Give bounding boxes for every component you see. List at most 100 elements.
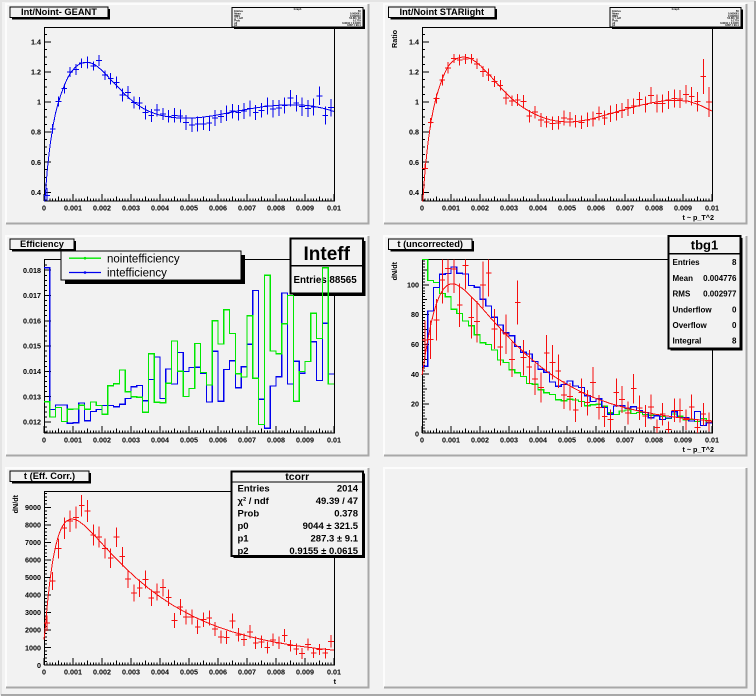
svg-text:9000: 9000	[25, 503, 41, 512]
svg-text:Mean: Mean	[612, 11, 619, 15]
svg-text:1.2: 1.2	[31, 68, 41, 77]
svg-text:0.002: 0.002	[93, 436, 111, 445]
svg-text:8000: 8000	[25, 520, 41, 529]
svg-text:50: 50	[736, 9, 739, 13]
svg-text:0.006: 0.006	[587, 204, 605, 213]
svg-text:0.009: 0.009	[296, 668, 314, 677]
svg-text:0.01: 0.01	[327, 668, 341, 677]
svg-text:6000: 6000	[25, 556, 41, 565]
svg-text:0.01: 0.01	[327, 204, 341, 213]
svg-text:t (uncorrected): t (uncorrected)	[397, 239, 463, 249]
svg-text:0.004: 0.004	[151, 204, 169, 213]
svg-text:0.8: 0.8	[409, 128, 419, 137]
svg-text:0.012: 0.012	[23, 418, 41, 427]
svg-text:0.006: 0.006	[209, 668, 227, 677]
svg-text:0.007: 0.007	[616, 204, 634, 213]
svg-text:0.1779: 0.1779	[353, 19, 361, 23]
svg-text:4000: 4000	[25, 591, 41, 600]
svg-text:0.015: 0.015	[23, 342, 41, 351]
svg-text:0.01: 0.01	[327, 436, 341, 445]
svg-text:0.005061: 0.005061	[728, 11, 739, 15]
svg-text:0.007: 0.007	[238, 668, 256, 677]
svg-text:0: 0	[42, 436, 46, 445]
svg-text:Inteff: Inteff	[304, 244, 351, 265]
svg-text:40: 40	[411, 370, 419, 379]
svg-text:Mean: Mean	[234, 11, 241, 15]
svg-text:0.018: 0.018	[23, 266, 41, 275]
svg-text:0.9155 ± 0.0615: 0.9155 ± 0.0615	[289, 546, 358, 557]
svg-text:t ~ p_T^2: t ~ p_T^2	[682, 445, 714, 454]
svg-text:Graph: Graph	[294, 7, 302, 11]
svg-text:0.013: 0.013	[23, 392, 41, 401]
svg-text:0.002: 0.002	[93, 204, 111, 213]
svg-text:0.009: 0.009	[296, 204, 314, 213]
svg-text:0.9155 ± 0.0615: 0.9155 ± 0.0615	[720, 26, 739, 30]
svg-text:Overflow: Overflow	[673, 321, 708, 330]
svg-text:dN/dt: dN/dt	[390, 261, 399, 280]
svg-text:0.002977: 0.002977	[703, 290, 737, 299]
svg-text:1000: 1000	[25, 643, 41, 652]
svg-text:7000: 7000	[25, 538, 41, 547]
svg-text:0: 0	[42, 204, 46, 213]
svg-text:8: 8	[732, 258, 737, 267]
svg-text:p2: p2	[234, 26, 238, 30]
svg-text:χ² / ndf: χ² / ndf	[234, 16, 243, 20]
svg-text:0.003: 0.003	[500, 204, 518, 213]
svg-text:0.9155 ± 0.0615: 0.9155 ± 0.0615	[342, 26, 361, 30]
svg-text:0.007: 0.007	[238, 204, 256, 213]
svg-text:0.004: 0.004	[151, 436, 169, 445]
svg-text:1287 ± 93.1: 1287 ± 93.1	[347, 23, 361, 27]
svg-text:0.008: 0.008	[267, 436, 285, 445]
svg-text:Mean: Mean	[673, 274, 694, 283]
svg-text:0.016: 0.016	[23, 316, 41, 325]
svg-text:p2: p2	[612, 26, 616, 30]
svg-text:0.005: 0.005	[558, 204, 576, 213]
svg-text:0.008: 0.008	[645, 436, 663, 445]
svg-text:Prob: Prob	[238, 509, 260, 520]
svg-text:0.378: 0.378	[334, 509, 358, 520]
svg-text:t ~ p_T^2: t ~ p_T^2	[682, 213, 714, 222]
svg-text:0.001: 0.001	[64, 668, 82, 677]
svg-text:287.3 ± 9.1: 287.3 ± 9.1	[311, 534, 359, 545]
svg-text:p1: p1	[612, 23, 616, 27]
svg-text:0.004: 0.004	[151, 668, 169, 677]
svg-text:Int/Noint- GEANT: Int/Noint- GEANT	[21, 7, 97, 17]
svg-text:χ² / ndf: χ² / ndf	[238, 496, 270, 507]
svg-text:nointefficiency: nointefficiency	[107, 253, 180, 265]
svg-text:2000: 2000	[25, 626, 41, 635]
svg-text:0.002: 0.002	[93, 668, 111, 677]
svg-text:0.017: 0.017	[23, 291, 41, 300]
svg-text:0.004: 0.004	[529, 436, 547, 445]
svg-text:50: 50	[358, 9, 361, 13]
svg-text:0.002610: 0.002610	[350, 14, 361, 18]
svg-text:0.002: 0.002	[471, 436, 489, 445]
svg-text:80: 80	[411, 310, 419, 319]
svg-text:20: 20	[411, 400, 419, 409]
svg-text:0.008: 0.008	[267, 204, 285, 213]
svg-text:49.39 / 47: 49.39 / 47	[316, 496, 358, 507]
svg-text:0.01: 0.01	[705, 436, 719, 445]
svg-text:9044 ± 321.5: 9044 ± 321.5	[303, 521, 359, 532]
svg-text:0.001: 0.001	[64, 436, 82, 445]
svg-text:0: 0	[415, 429, 419, 438]
svg-text:Entries: Entries	[612, 9, 621, 13]
svg-text:0: 0	[732, 321, 737, 330]
svg-text:0.006: 0.006	[209, 436, 227, 445]
svg-text:0.1779: 0.1779	[731, 19, 739, 23]
svg-text:0.007: 0.007	[238, 436, 256, 445]
svg-text:0: 0	[420, 436, 424, 445]
svg-text:Entries: Entries	[238, 484, 270, 495]
svg-text:0.6: 0.6	[31, 158, 41, 167]
svg-text:0.003: 0.003	[122, 204, 140, 213]
svg-text:0.009: 0.009	[674, 436, 692, 445]
svg-text:Integral: Integral	[673, 337, 702, 346]
svg-text:0.002610: 0.002610	[728, 14, 739, 18]
svg-text:p1: p1	[234, 23, 238, 27]
svg-text:RMS: RMS	[673, 290, 691, 299]
svg-text:0.006: 0.006	[209, 204, 227, 213]
svg-text:2014: 2014	[337, 484, 359, 495]
svg-text:0.003: 0.003	[122, 668, 140, 677]
svg-text:100: 100	[407, 280, 419, 289]
svg-text:0.001: 0.001	[442, 436, 460, 445]
svg-text:χ² / ndf: χ² / ndf	[612, 16, 621, 20]
